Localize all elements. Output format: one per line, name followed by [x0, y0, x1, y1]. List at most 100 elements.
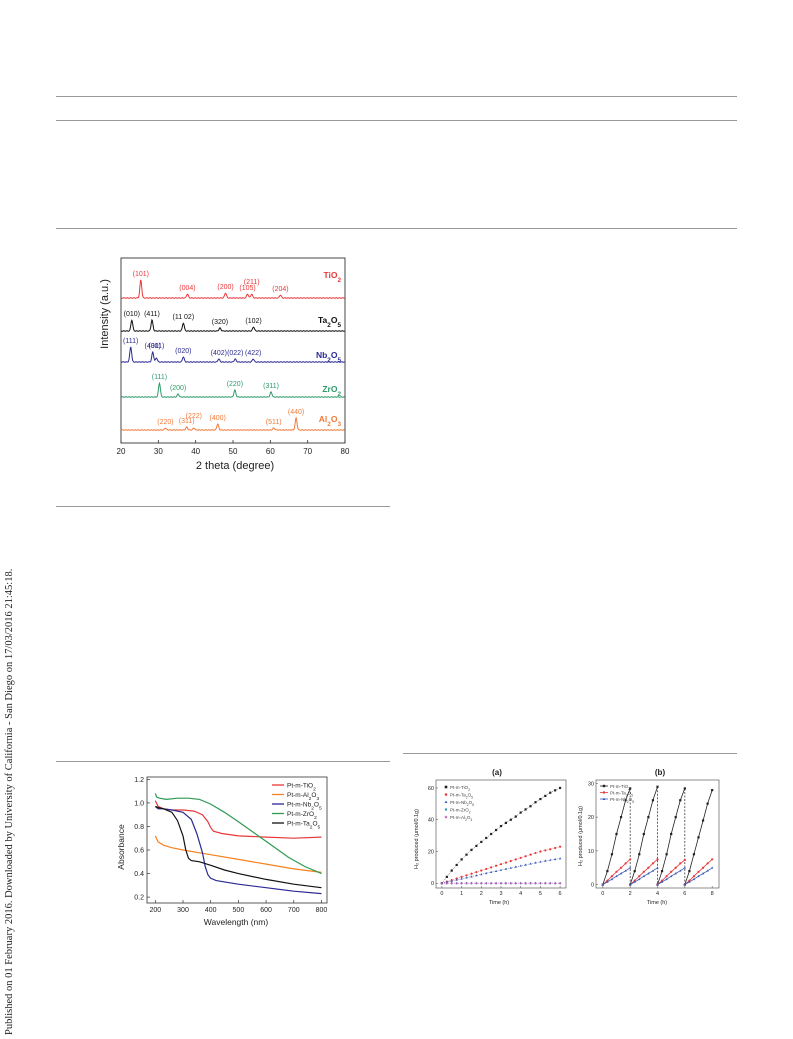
marker — [440, 881, 444, 885]
marker — [494, 828, 498, 832]
marker — [455, 877, 458, 880]
peak-label: (102) — [245, 318, 261, 325]
peak-label: (111) — [123, 338, 138, 345]
x-tick-label: 800 — [316, 907, 328, 914]
marker — [450, 869, 453, 872]
legend-label: Pt-m-TiO2 — [287, 783, 316, 793]
peak-label: (222) — [186, 413, 202, 420]
y-tick-label: 30 — [588, 781, 594, 787]
xrd-line — [120, 318, 345, 332]
xrd-chart: Intensity (a.u.) 2 theta (degree) 20 30 40… — [99, 257, 350, 472]
peak-label: (004) — [179, 285, 195, 292]
legend-label: Pt-m-TiO2 — [450, 785, 470, 792]
y-tick-label: 1.2 — [134, 777, 144, 784]
marker — [544, 794, 547, 797]
marker — [499, 863, 503, 866]
marker — [642, 874, 646, 878]
peak-label: (200) — [170, 385, 186, 392]
marker — [647, 816, 650, 819]
series-label: Ta2O5 — [318, 315, 341, 329]
y-tick-label: 0.6 — [134, 848, 144, 855]
marker — [558, 786, 562, 790]
marker — [450, 879, 453, 882]
marker — [558, 845, 562, 848]
marker — [529, 862, 532, 865]
h2-series — [440, 881, 562, 885]
marker — [519, 864, 522, 867]
absorbance-line — [154, 805, 322, 895]
legend: Pt-m-TiO2Pt-m-Al2O3Pt-m-Nb2O5Pt-m-ZrO2Pt… — [272, 783, 322, 831]
peak-label: (211) — [244, 279, 260, 286]
marker — [549, 858, 552, 861]
marker — [514, 815, 517, 818]
x-tick-label: 70 — [303, 447, 312, 456]
x-tick-label: 400 — [205, 907, 217, 914]
uvvis-chart: Absorbance Wavelength (nm) 200 300 400 500 6… — [116, 776, 328, 927]
marker — [465, 876, 468, 879]
marker — [692, 877, 696, 881]
marker — [651, 862, 655, 865]
y-tick-label: 0.4 — [134, 871, 144, 878]
legend-label: Pt-m-Ta2O5 — [287, 821, 321, 831]
peak-label: (440) — [288, 409, 304, 416]
marker — [610, 877, 614, 881]
page-rule — [56, 761, 390, 762]
series-label: Al2O3 — [319, 414, 342, 428]
marker — [455, 878, 458, 881]
marker — [514, 865, 517, 868]
marker — [499, 868, 503, 871]
marker — [633, 870, 636, 873]
marker — [554, 789, 557, 792]
y-tick-label: 10 — [588, 849, 594, 855]
marker — [692, 875, 696, 878]
series-line — [629, 786, 658, 885]
x-tick-label: 0 — [440, 891, 443, 897]
marker — [647, 866, 650, 869]
peak-label: (400) — [210, 415, 226, 422]
marker — [553, 857, 557, 861]
marker — [706, 862, 709, 865]
marker — [610, 875, 614, 878]
marker — [629, 858, 632, 861]
marker — [444, 785, 448, 789]
x-tick-label: 6 — [559, 891, 562, 897]
marker — [665, 853, 668, 856]
marker — [656, 883, 659, 886]
marker — [615, 870, 618, 873]
h2-series — [440, 845, 562, 885]
marker — [629, 787, 632, 790]
marker — [444, 800, 448, 804]
legend-label: Pt-m-ZrO2 — [450, 808, 471, 815]
marker — [642, 832, 645, 836]
marker — [529, 805, 532, 808]
marker — [674, 872, 677, 875]
x-tick-label: 300 — [177, 907, 189, 914]
marker — [606, 870, 609, 873]
panel-label: (a) — [492, 768, 502, 777]
marker — [544, 859, 547, 862]
marker — [524, 808, 527, 811]
x-axis-label: Wavelength (nm) — [204, 917, 269, 927]
peak-label: (411) — [144, 311, 160, 318]
marker — [615, 874, 618, 878]
marker — [543, 881, 547, 885]
peak-label: (200) — [217, 284, 233, 291]
marker — [683, 866, 687, 869]
marker — [465, 853, 468, 856]
marker — [539, 850, 542, 853]
marker — [633, 880, 636, 883]
marker — [660, 879, 664, 882]
marker — [490, 866, 493, 869]
marker — [670, 832, 673, 836]
marker — [509, 818, 512, 821]
marker — [499, 824, 503, 828]
peak-label: (105) — [239, 285, 255, 292]
marker — [683, 858, 686, 862]
peak-label: (220) — [227, 381, 243, 388]
x-tick-label: 5 — [539, 891, 542, 897]
marker — [444, 807, 448, 812]
marker — [504, 881, 508, 885]
marker — [615, 832, 618, 836]
marker — [519, 881, 523, 885]
marker — [524, 855, 527, 858]
